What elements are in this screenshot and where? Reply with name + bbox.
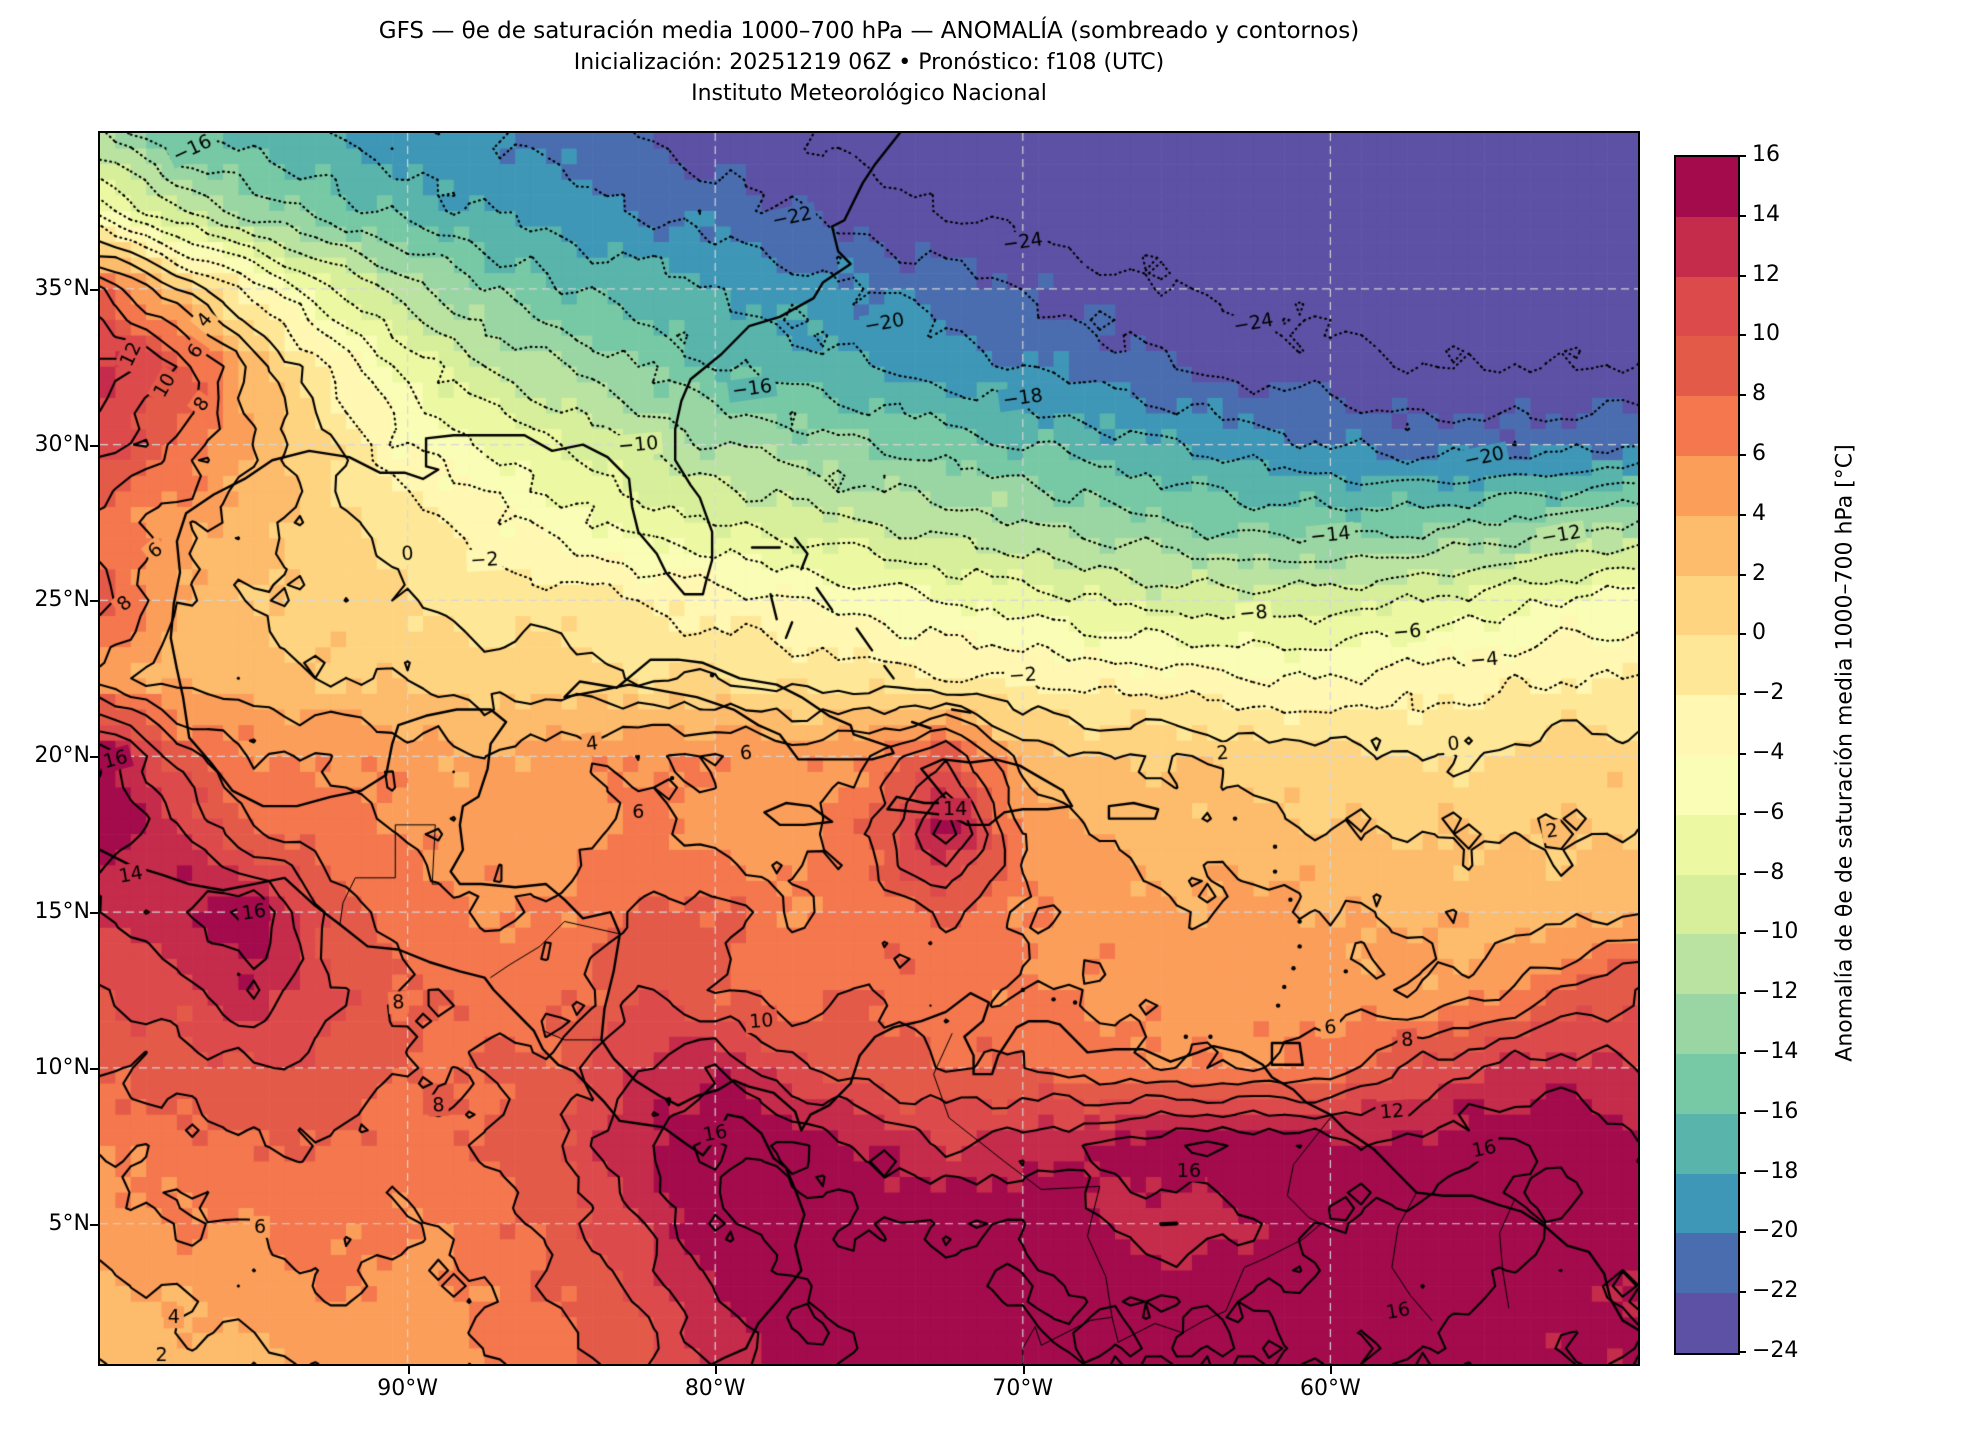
colorbar-tick-label: 2 xyxy=(1752,560,1766,586)
colorbar-segment xyxy=(1676,814,1738,875)
colorbar-segment xyxy=(1676,515,1738,576)
y-tick-label: 35°N xyxy=(34,275,90,301)
colorbar-tick-label: 8 xyxy=(1752,381,1766,407)
colorbar-tick-label: −10 xyxy=(1752,919,1799,945)
colorbar-segment xyxy=(1676,216,1738,277)
colorbar-segment xyxy=(1676,695,1738,755)
colorbar-tick-mark xyxy=(1738,932,1746,935)
colorbar-tick-mark xyxy=(1738,1291,1746,1294)
colorbar-tick-label: 14 xyxy=(1752,201,1780,227)
colorbar-tick-label: −16 xyxy=(1752,1098,1799,1124)
colorbar-tick-label: −18 xyxy=(1752,1158,1799,1184)
colorbar-tick-label: −14 xyxy=(1752,1039,1799,1064)
y-tick-mark xyxy=(90,912,98,915)
colorbar-tick-label: −2 xyxy=(1752,680,1785,706)
colorbar-tick-label: 16 xyxy=(1752,142,1780,167)
colorbar-segment xyxy=(1676,1173,1738,1234)
map-canvas xyxy=(100,133,1638,1364)
colorbar-tick-label: 4 xyxy=(1752,500,1766,526)
colorbar xyxy=(1674,155,1740,1355)
colorbar-tick-mark xyxy=(1738,394,1746,397)
colorbar-segment xyxy=(1676,874,1738,935)
colorbar-tick-mark xyxy=(1738,1231,1746,1234)
colorbar-tick-mark xyxy=(1738,454,1746,456)
colorbar-tick-label: −8 xyxy=(1752,859,1785,885)
colorbar-tick-label: −24 xyxy=(1752,1338,1799,1363)
colorbar-segment xyxy=(1676,635,1738,696)
colorbar-title: Anomalía de θe de saturación media 1000–… xyxy=(1832,444,1858,1062)
y-tick-mark xyxy=(90,444,98,447)
colorbar-segment xyxy=(1676,754,1738,815)
colorbar-segment xyxy=(1676,1233,1738,1294)
colorbar-tick-label: −4 xyxy=(1752,740,1785,765)
colorbar-segment xyxy=(1676,157,1738,217)
x-tick-mark xyxy=(715,1366,718,1374)
figure-title: GFS — θe de saturación media 1000–700 hP… xyxy=(378,18,1360,44)
colorbar-tick-mark xyxy=(1738,214,1746,217)
y-tick-label: 20°N xyxy=(34,743,90,769)
y-tick-mark xyxy=(90,288,98,291)
colorbar-tick-mark xyxy=(1738,155,1746,157)
colorbar-tick-mark xyxy=(1738,992,1746,995)
x-tick-mark xyxy=(407,1366,410,1374)
x-tick-label: 70°W xyxy=(992,1376,1054,1401)
figure-titles: GFS — θe de saturación media 1000–700 hP… xyxy=(100,16,1638,109)
colorbar-tick-mark xyxy=(1738,872,1746,875)
colorbar-tick-mark xyxy=(1738,274,1746,277)
y-tick-label: 10°N xyxy=(34,1054,90,1080)
colorbar-segment xyxy=(1676,396,1738,456)
colorbar-tick-label: −22 xyxy=(1752,1278,1799,1304)
colorbar-segment xyxy=(1676,1053,1738,1114)
y-tick-label: 30°N xyxy=(34,431,90,457)
colorbar-tick-label: 0 xyxy=(1752,620,1766,646)
colorbar-segment xyxy=(1676,994,1738,1054)
y-tick-mark xyxy=(90,1223,98,1226)
colorbar-tick-mark xyxy=(1738,1351,1746,1353)
colorbar-tick-mark xyxy=(1738,1111,1746,1114)
y-tick-label: 5°N xyxy=(48,1210,90,1236)
colorbar-tick-label: −6 xyxy=(1752,799,1785,825)
colorbar-tick-mark xyxy=(1738,334,1746,337)
y-tick-label: 25°N xyxy=(34,587,90,613)
colorbar-segment xyxy=(1676,336,1738,397)
colorbar-tick-mark xyxy=(1738,513,1746,516)
map-plot-area xyxy=(98,131,1640,1366)
x-tick-label: 60°W xyxy=(1300,1376,1361,1401)
x-tick-mark xyxy=(1022,1366,1025,1374)
colorbar-tick-mark xyxy=(1738,693,1746,696)
colorbar-segment xyxy=(1676,1113,1738,1174)
colorbar-segment xyxy=(1676,575,1738,636)
x-tick-label: 90°W xyxy=(377,1376,438,1401)
colorbar-tick-mark xyxy=(1738,573,1746,576)
colorbar-segment xyxy=(1676,455,1738,516)
y-tick-label: 15°N xyxy=(34,899,90,925)
colorbar-tick-mark xyxy=(1738,1052,1746,1054)
figure-subtitle: Inicialización: 20251219 06Z • Pronóstic… xyxy=(573,50,1165,75)
y-tick-mark xyxy=(90,756,98,759)
colorbar-tick-label: 6 xyxy=(1752,441,1766,466)
y-tick-mark xyxy=(90,1067,98,1070)
figure-institution: Instituto Meteorológico Nacional xyxy=(691,81,1047,106)
colorbar-tick-mark xyxy=(1738,1171,1746,1174)
colorbar-tick-mark xyxy=(1738,812,1746,815)
colorbar-tick-mark xyxy=(1738,633,1746,636)
x-tick-label: 80°W xyxy=(684,1376,746,1401)
colorbar-segment xyxy=(1676,1293,1738,1353)
colorbar-tick-mark xyxy=(1738,753,1746,755)
colorbar-tick-label: 10 xyxy=(1752,321,1780,347)
colorbar-tick-label: −12 xyxy=(1752,979,1799,1005)
colorbar-tick-label: −20 xyxy=(1752,1218,1799,1244)
colorbar-tick-label: 12 xyxy=(1752,261,1780,287)
y-tick-mark xyxy=(90,600,98,603)
x-tick-mark xyxy=(1330,1366,1333,1374)
colorbar-segment xyxy=(1676,934,1738,995)
colorbar-segment xyxy=(1676,276,1738,337)
